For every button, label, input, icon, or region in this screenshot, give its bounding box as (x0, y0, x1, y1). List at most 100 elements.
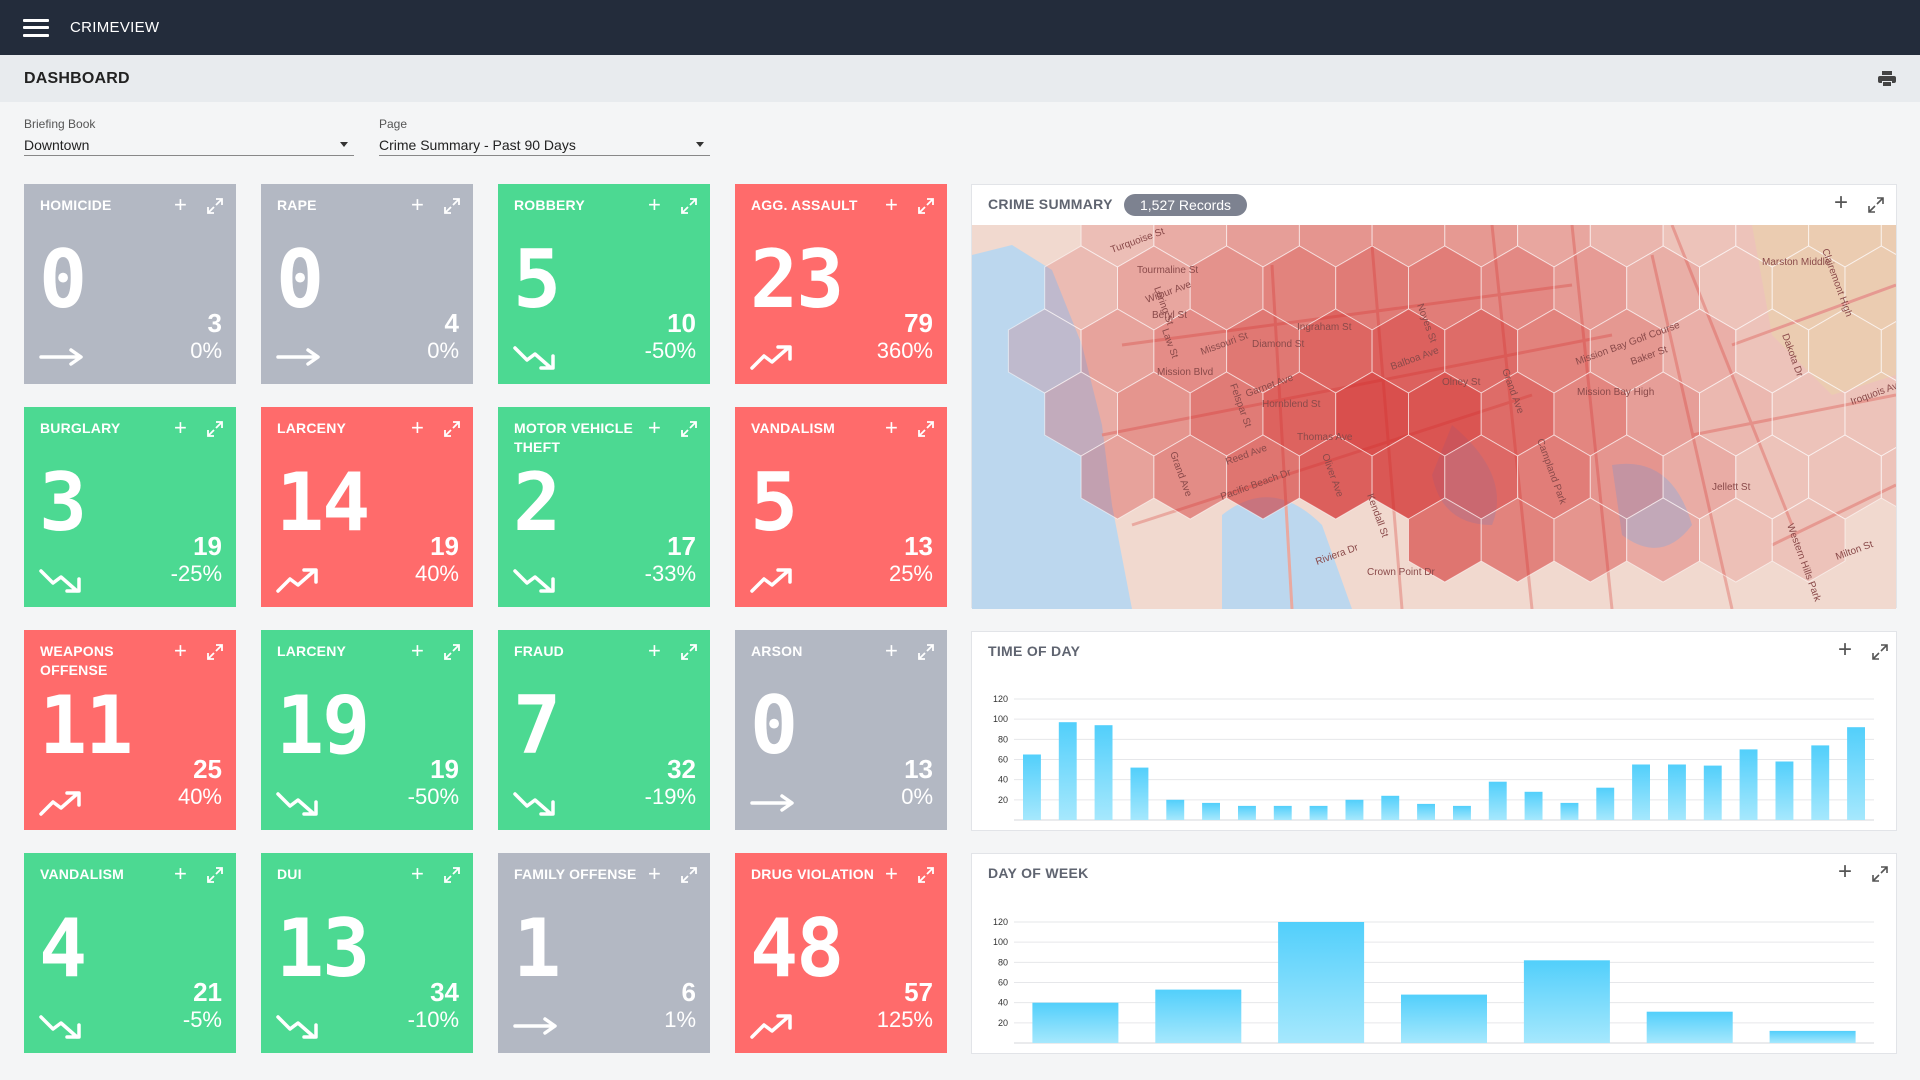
tile-title: BURGLARY (40, 420, 121, 436)
tile-title: ROBBERY (514, 197, 585, 213)
add-icon[interactable]: + (648, 861, 661, 886)
map-street-label: Crown Point Dr (1367, 567, 1435, 578)
crime-tile[interactable]: VANDALISM +4 21 -5% (24, 853, 236, 1053)
add-icon[interactable]: + (411, 638, 424, 663)
tile-count: 25 (193, 754, 222, 784)
add-icon[interactable]: + (411, 415, 424, 440)
crime-tile[interactable]: BURGLARY +3 19 -25% (24, 407, 236, 607)
briefing-book-value: Downtown (24, 136, 90, 153)
expand-icon[interactable] (444, 198, 460, 214)
expand-icon[interactable] (918, 198, 934, 214)
expand-icon[interactable] (681, 421, 697, 437)
add-icon[interactable]: + (174, 638, 187, 663)
crime-tile[interactable]: DRUG VIOLATION +48 57 125% (735, 853, 947, 1053)
expand-icon[interactable] (444, 644, 460, 660)
expand-icon[interactable] (207, 644, 223, 660)
map-street-label: Hornblend St (1262, 399, 1321, 410)
tile-value: 13 (276, 902, 370, 995)
menu-icon[interactable] (23, 18, 49, 37)
expand-icon[interactable] (681, 867, 697, 883)
y-tick-label: 40 (998, 775, 1008, 785)
hex-cell (1880, 446, 1896, 508)
tile-title: LARCENY (277, 643, 347, 659)
crime-tile[interactable]: LARCENY +19 19 -50% (261, 630, 473, 830)
crime-tile[interactable]: HOMICIDE +0 3 0% (24, 184, 236, 384)
bar (1166, 799, 1185, 820)
expand-icon[interactable] (207, 198, 223, 214)
crime-tile[interactable]: RAPE +0 4 0% (261, 184, 473, 384)
expand-icon[interactable] (918, 867, 934, 883)
bar (1401, 994, 1487, 1043)
crime-hex-map[interactable]: Turquoise St Tourmaline St Loring St Wilbur… (972, 225, 1896, 609)
bar (1381, 795, 1400, 820)
bar (1130, 767, 1149, 820)
add-icon[interactable]: + (1838, 636, 1853, 663)
bar (1023, 754, 1041, 820)
print-icon[interactable] (1878, 70, 1896, 87)
expand-icon[interactable] (207, 867, 223, 883)
tile-count: 19 (430, 754, 459, 784)
expand-icon[interactable] (444, 867, 460, 883)
add-icon[interactable]: + (411, 192, 424, 217)
map-street-label: Marston Middle (1762, 257, 1831, 268)
add-icon[interactable]: + (174, 415, 187, 440)
bar (1309, 805, 1328, 820)
expand-icon[interactable] (681, 198, 697, 214)
page-dropdown[interactable]: Crime Summary - Past 90 Days (379, 134, 710, 156)
bar (1739, 749, 1758, 820)
crime-tile[interactable]: WEAPONS OFFENSE +11 25 40% (24, 630, 236, 830)
map-street-label: Jellett St (1712, 482, 1751, 493)
map-road (1771, 483, 1896, 547)
crime-tile[interactable]: FRAUD +7 32 -19% (498, 630, 710, 830)
expand-icon[interactable] (918, 644, 934, 660)
tile-count: 79 (904, 308, 933, 338)
crime-tile[interactable]: MOTOR VEHICLE THEFT +2 17 -33% (498, 407, 710, 607)
crime-tile[interactable]: LARCENY +14 19 40% (261, 407, 473, 607)
expand-icon[interactable] (681, 644, 697, 660)
tile-value: 4 (39, 902, 87, 995)
trend-up-icon (276, 568, 318, 593)
y-tick-label: 120 (993, 694, 1008, 704)
add-icon[interactable]: + (885, 192, 898, 217)
bar (1769, 1030, 1856, 1043)
crime-tile[interactable]: AGG. ASSAULT +23 79 360% (735, 184, 947, 384)
add-icon[interactable]: + (1838, 858, 1853, 885)
day-of-week-panel: DAY OF WEEK + 20 40 60 80 100 120 (971, 853, 1897, 1054)
add-icon[interactable]: + (648, 192, 661, 217)
add-icon[interactable]: + (1834, 189, 1849, 216)
briefing-book-dropdown[interactable]: Downtown (24, 134, 354, 156)
expand-icon[interactable] (444, 421, 460, 437)
tile-percent-change: 0% (901, 784, 933, 809)
tile-value: 7 (513, 679, 561, 772)
expand-icon[interactable] (1872, 644, 1888, 660)
map-street-label: Mission Bay High (1577, 387, 1654, 398)
crime-summary-panel: CRIME SUMMARY 1,527 Records + Turquoise … (971, 184, 1897, 609)
crime-tile[interactable]: DUI +13 34 -10% (261, 853, 473, 1053)
add-icon[interactable]: + (648, 638, 661, 663)
add-icon[interactable]: + (174, 192, 187, 217)
add-icon[interactable]: + (648, 415, 661, 440)
map-road (1670, 225, 1794, 526)
y-tick-label: 60 (998, 978, 1008, 988)
tile-value: 0 (39, 233, 87, 326)
expand-icon[interactable] (1872, 866, 1888, 882)
add-icon[interactable]: + (885, 638, 898, 663)
expand-icon[interactable] (918, 421, 934, 437)
crime-tile[interactable]: ARSON +0 13 0% (735, 630, 947, 830)
crime-tile[interactable]: VANDALISM +5 13 25% (735, 407, 947, 607)
tile-title: VANDALISM (40, 866, 124, 882)
add-icon[interactable]: + (885, 861, 898, 886)
expand-icon[interactable] (1868, 197, 1884, 213)
add-icon[interactable]: + (885, 415, 898, 440)
tile-percent-change: 40% (177, 784, 222, 809)
chevron-down-icon (696, 142, 704, 147)
crime-tile[interactable]: FAMILY OFFENSE +1 6 1% (498, 853, 710, 1053)
tile-value: 5 (750, 456, 798, 549)
crime-tile[interactable]: ROBBERY +5 10 -50% (498, 184, 710, 384)
expand-icon[interactable] (207, 421, 223, 437)
add-icon[interactable]: + (174, 861, 187, 886)
y-tick-label: 20 (998, 1018, 1008, 1028)
add-icon[interactable]: + (411, 861, 424, 886)
tile-count: 10 (667, 308, 696, 338)
